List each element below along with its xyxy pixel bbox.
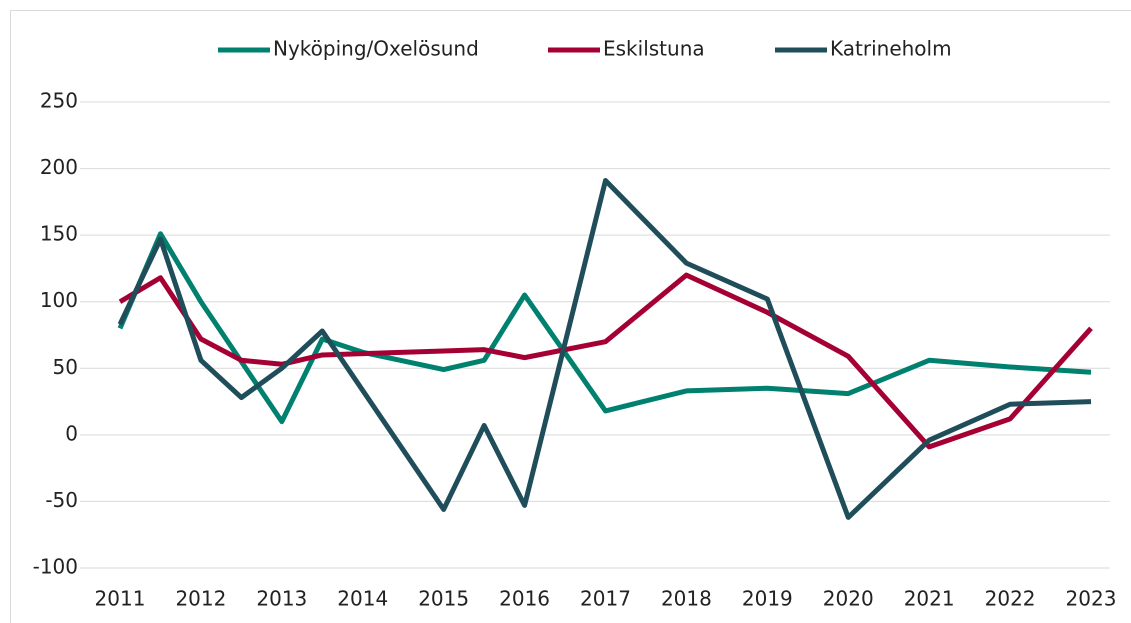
x-tick-label: 2021 <box>904 587 955 611</box>
x-tick-label: 2016 <box>499 587 550 611</box>
y-tick-label: 100 <box>40 288 78 312</box>
x-tick-label: 2017 <box>580 587 631 611</box>
x-tick-label: 2023 <box>1066 587 1117 611</box>
line <box>118 272 1093 450</box>
x-tick-label: 2014 <box>337 587 388 611</box>
y-tick-label: -50 <box>45 488 78 512</box>
legend-label: Nyköping/Oxelösund <box>273 37 479 61</box>
chart-frame <box>10 10 1131 623</box>
y-tick-label: 0 <box>65 421 78 445</box>
y-tick-label: 200 <box>40 155 78 179</box>
line <box>117 178 1092 520</box>
x-tick-label: 2013 <box>256 587 307 611</box>
y-tick-label: 250 <box>40 89 78 113</box>
line <box>117 231 1092 425</box>
y-tick-label: 150 <box>40 222 78 246</box>
x-tick-label: 2012 <box>175 587 226 611</box>
y-tick-label: 50 <box>53 355 78 379</box>
legend-label: Katrineholm <box>830 37 952 61</box>
x-tick-label: 2019 <box>742 587 793 611</box>
legend-label: Eskilstuna <box>603 37 705 61</box>
y-tick-label: -100 <box>33 555 78 579</box>
x-tick-label: 2015 <box>418 587 469 611</box>
x-tick-label: 2011 <box>95 587 146 611</box>
x-tick-label: 2022 <box>985 587 1036 611</box>
x-tick-label: 2018 <box>661 587 712 611</box>
x-tick-label: 2020 <box>823 587 874 611</box>
